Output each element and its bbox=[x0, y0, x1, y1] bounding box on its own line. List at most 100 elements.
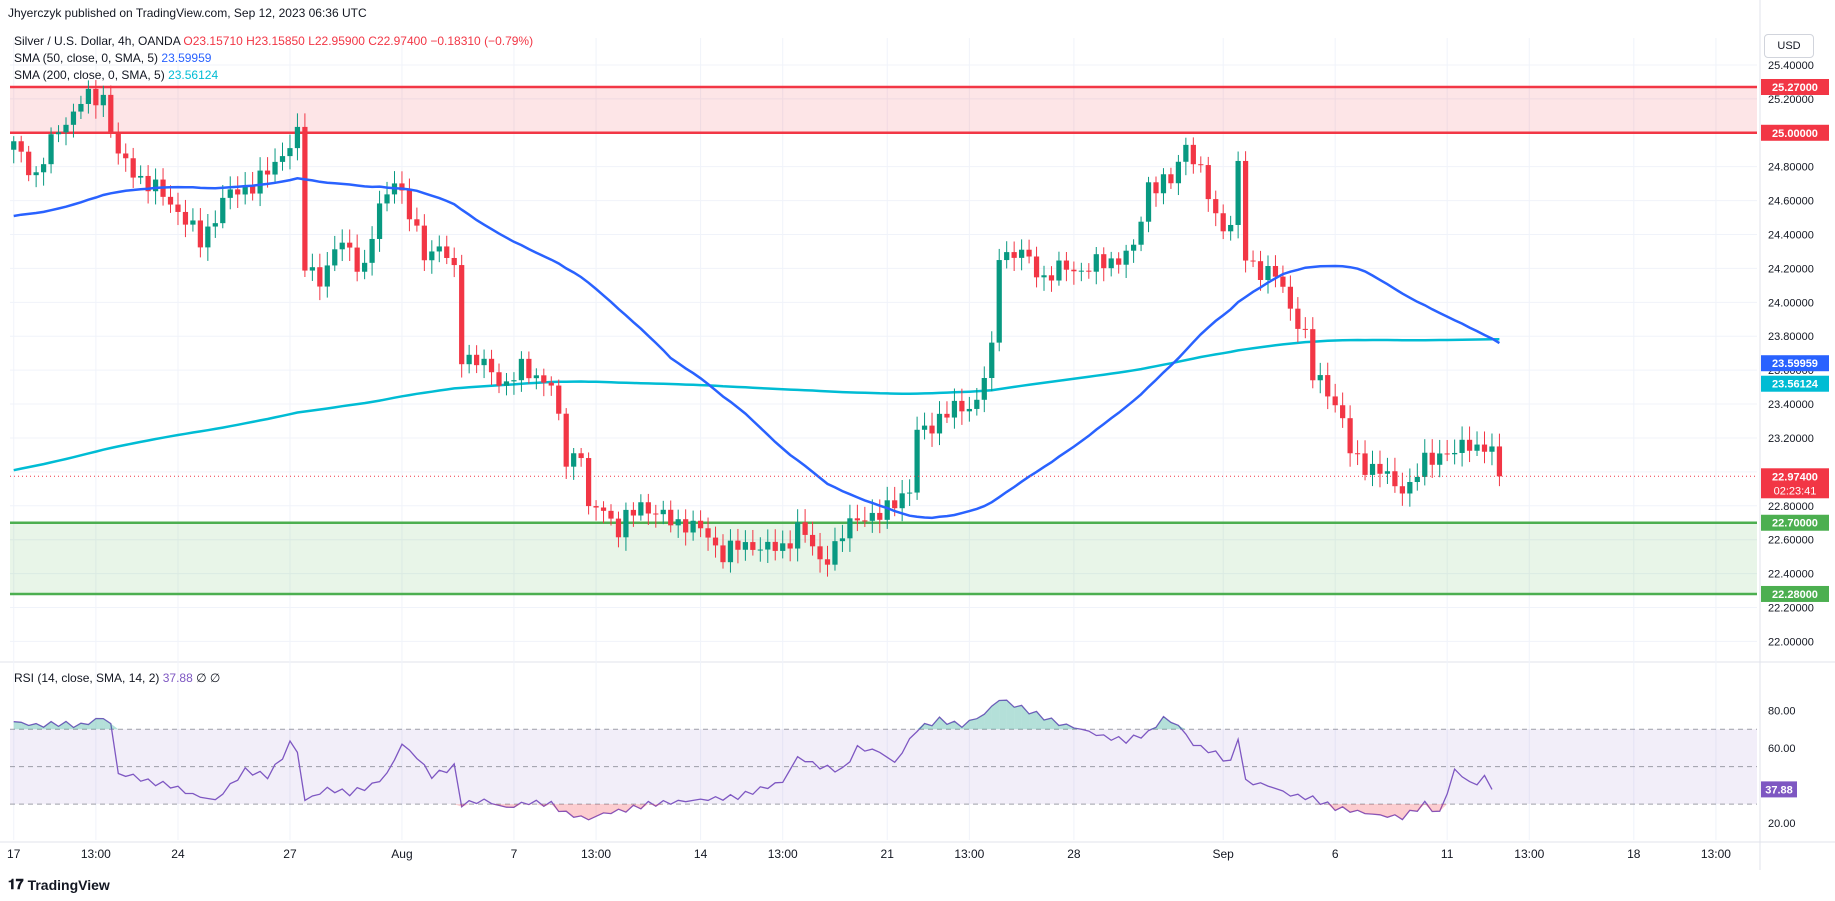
candle-body bbox=[369, 238, 375, 263]
candle-body bbox=[585, 458, 592, 507]
candle-body bbox=[720, 545, 726, 563]
candle-body bbox=[496, 372, 502, 386]
candle-body bbox=[197, 220, 203, 248]
candle-body bbox=[459, 265, 465, 365]
ohlc-low: L22.95900 bbox=[308, 34, 365, 48]
sma50-price-tag bbox=[1761, 355, 1829, 372]
candle-body bbox=[55, 132, 62, 135]
rsi-overbought-fill bbox=[1014, 705, 1022, 730]
rsi-overbought-fill bbox=[1029, 711, 1037, 730]
sma50-legend[interactable]: SMA (50, close, 0, SMA, 5) 23.59959 bbox=[14, 51, 211, 65]
candle-body bbox=[1019, 249, 1025, 258]
rsi-oversold-fill bbox=[543, 804, 552, 807]
rsi-oversold-fill bbox=[513, 804, 522, 808]
x-tick-label: 18 bbox=[1627, 847, 1641, 861]
candle-body bbox=[18, 141, 24, 152]
candle-body bbox=[989, 342, 995, 379]
candle-body bbox=[668, 509, 674, 526]
candle-body bbox=[526, 358, 532, 379]
y-tick-label: 23.40000 bbox=[1768, 399, 1814, 411]
candle-body bbox=[1340, 405, 1346, 419]
rsi-overbought-fill bbox=[917, 723, 925, 730]
candle-body bbox=[444, 246, 450, 258]
candle-body bbox=[966, 408, 972, 412]
x-tick-label: 13:00 bbox=[954, 847, 984, 861]
rsi-oversold-fill bbox=[640, 804, 649, 809]
candle-body bbox=[108, 94, 114, 133]
candle-body bbox=[735, 540, 741, 550]
candle-body bbox=[832, 541, 838, 565]
candle-body bbox=[123, 153, 129, 159]
rsi-overbought-fill bbox=[28, 723, 37, 730]
x-tick-label: 13:00 bbox=[1514, 847, 1544, 861]
sma50-series bbox=[13, 177, 1501, 520]
candle-body bbox=[690, 520, 696, 533]
candle-body bbox=[630, 509, 637, 516]
sma200-line bbox=[13, 337, 1500, 472]
candle-body bbox=[272, 161, 278, 175]
tradingview-logo[interactable]: 𝟏𝟕 TradingView bbox=[8, 876, 110, 893]
rsi-oversold-fill bbox=[1350, 804, 1358, 813]
candle-body bbox=[167, 196, 174, 205]
rsi-overbought-fill bbox=[984, 706, 992, 730]
candle-body bbox=[600, 507, 607, 511]
candle-body bbox=[503, 381, 510, 386]
symbol-legend: Silver / U.S. Dollar, 4h, OANDA O23.1571… bbox=[14, 34, 533, 48]
candle-body bbox=[100, 94, 106, 106]
candle-body bbox=[944, 413, 950, 418]
rsi-overbought-fill bbox=[1021, 705, 1030, 730]
rsi-overbought-fill bbox=[13, 721, 22, 730]
candle-body bbox=[1295, 308, 1301, 329]
candle-body bbox=[212, 223, 218, 227]
rsi-panel bbox=[10, 699, 1757, 821]
candle-body bbox=[1235, 160, 1241, 225]
candle-body bbox=[615, 518, 622, 538]
candle-body bbox=[772, 541, 778, 551]
candle-body bbox=[981, 378, 987, 400]
candle-body bbox=[914, 429, 920, 493]
candle-body bbox=[1459, 439, 1465, 453]
candle-body bbox=[765, 541, 771, 550]
last-price-tag bbox=[1761, 468, 1829, 499]
candle-body bbox=[921, 425, 928, 430]
candle-body bbox=[1041, 275, 1047, 278]
candle-body bbox=[1093, 254, 1099, 272]
candle-body bbox=[294, 126, 301, 149]
candle-body bbox=[488, 358, 495, 373]
sma200-legend[interactable]: SMA (200, close, 0, SMA, 5) 23.56124 bbox=[14, 68, 218, 82]
candle-body bbox=[802, 522, 808, 535]
rsi-overbought-fill bbox=[1058, 724, 1067, 730]
symbol-name: Silver / U.S. Dollar, 4h, OANDA bbox=[14, 34, 181, 48]
candle-body bbox=[1242, 160, 1249, 261]
candle-body bbox=[302, 126, 308, 271]
rsi-overbought-fill bbox=[946, 721, 955, 730]
candle-body bbox=[750, 542, 756, 550]
rsi-oversold-fill bbox=[1409, 804, 1418, 812]
candle-body bbox=[1026, 249, 1032, 257]
candle-body bbox=[1287, 286, 1293, 309]
candle-body bbox=[1377, 463, 1383, 474]
rsi-oversold-fill bbox=[1379, 804, 1388, 818]
rsi-overbought-fill bbox=[51, 721, 59, 730]
y-tick-label: 22.20000 bbox=[1768, 603, 1814, 615]
candle-body bbox=[907, 492, 913, 494]
tradingview-mark-icon: 𝟏𝟕 bbox=[8, 876, 24, 892]
sma50-price-label: 23.59959 bbox=[1772, 358, 1818, 370]
rsi-overbought-fill bbox=[932, 717, 940, 730]
candle-body bbox=[959, 400, 965, 412]
candle-body bbox=[406, 190, 413, 220]
rsi-overbought-fill bbox=[954, 721, 962, 730]
candle-body bbox=[742, 542, 748, 550]
candle-body bbox=[429, 251, 435, 261]
rsi-overbought-fill bbox=[1178, 725, 1186, 730]
sma50-label: SMA (50, close, 0, SMA, 5) bbox=[14, 51, 159, 65]
ohlc-open: O23.15710 bbox=[183, 34, 243, 48]
rsi-legend[interactable]: RSI (14, close, SMA, 14, 2) 37.88 ∅ ∅ bbox=[14, 671, 220, 685]
candle-body bbox=[1481, 444, 1488, 452]
candle-body bbox=[279, 156, 286, 162]
currency-button[interactable]: USD bbox=[1764, 34, 1814, 58]
rsi-oversold-fill bbox=[491, 804, 500, 806]
candle-body bbox=[541, 375, 547, 383]
rsi-tick-label: 80.00 bbox=[1768, 705, 1796, 717]
